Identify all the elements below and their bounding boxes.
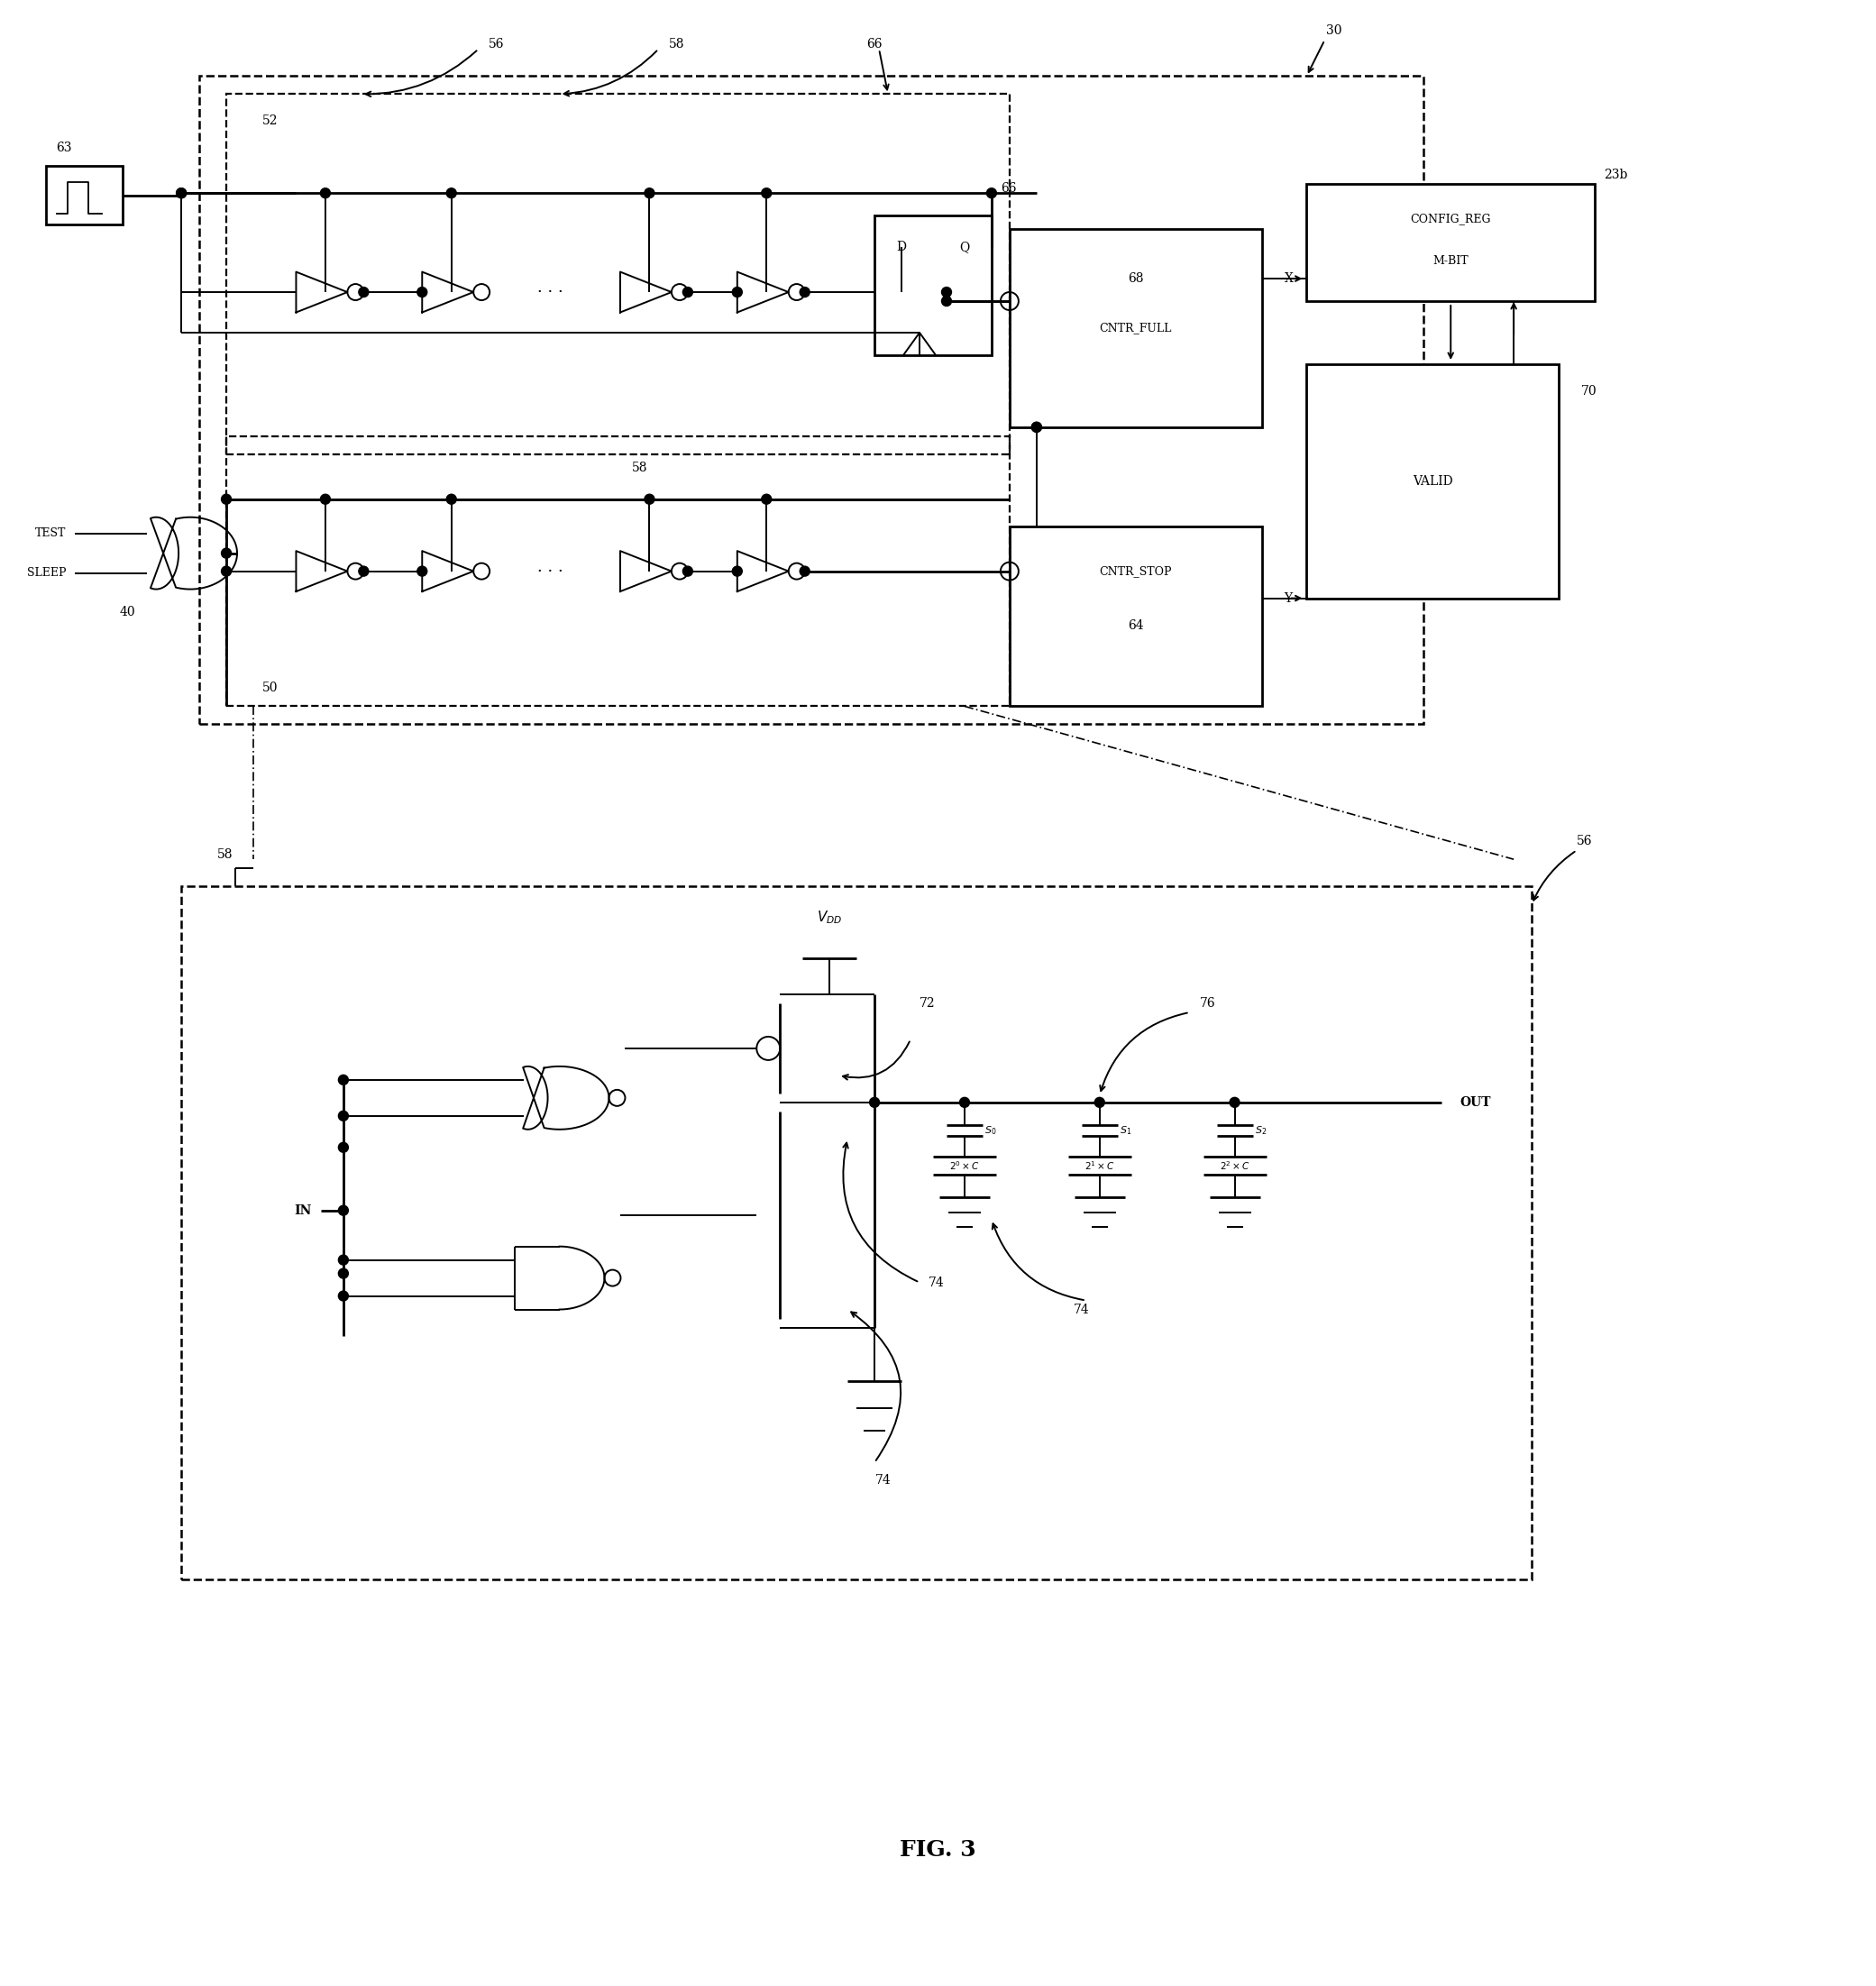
Text: 58: 58 bbox=[668, 38, 685, 52]
Circle shape bbox=[176, 189, 186, 199]
Text: CNTR_FULL: CNTR_FULL bbox=[1099, 322, 1172, 334]
Text: 40: 40 bbox=[120, 606, 135, 618]
Circle shape bbox=[321, 495, 330, 504]
Text: X: X bbox=[1285, 272, 1293, 284]
Circle shape bbox=[645, 495, 655, 504]
Circle shape bbox=[221, 495, 231, 504]
Text: 66: 66 bbox=[1000, 183, 1017, 195]
Circle shape bbox=[338, 1269, 349, 1279]
Text: 30: 30 bbox=[1326, 24, 1341, 38]
Bar bbox=[227, 437, 1009, 707]
Circle shape bbox=[987, 189, 996, 199]
Text: 58: 58 bbox=[632, 461, 647, 475]
Text: 63: 63 bbox=[56, 141, 71, 155]
Circle shape bbox=[446, 495, 456, 504]
Text: 74: 74 bbox=[876, 1474, 891, 1488]
Circle shape bbox=[645, 189, 655, 199]
Text: $S_2$: $S_2$ bbox=[1255, 1124, 1266, 1136]
Circle shape bbox=[870, 1098, 880, 1108]
Circle shape bbox=[732, 288, 743, 298]
Circle shape bbox=[1229, 1098, 1240, 1108]
Circle shape bbox=[683, 566, 692, 576]
Text: VALID: VALID bbox=[1413, 475, 1452, 487]
Circle shape bbox=[321, 189, 330, 199]
Circle shape bbox=[1096, 1098, 1105, 1108]
Bar bbox=[182, 886, 1531, 1579]
Text: IN: IN bbox=[295, 1204, 311, 1217]
Text: Y: Y bbox=[1285, 592, 1293, 604]
Bar bbox=[227, 93, 1009, 455]
Bar bbox=[199, 75, 1424, 725]
Text: · · ·: · · · bbox=[537, 564, 563, 580]
Text: 74: 74 bbox=[1073, 1303, 1090, 1317]
Text: $2^0\times C$: $2^0\times C$ bbox=[949, 1160, 979, 1172]
Text: FIG. 3: FIG. 3 bbox=[899, 1839, 976, 1861]
Text: 70: 70 bbox=[1581, 385, 1596, 397]
Text: 56: 56 bbox=[488, 38, 505, 52]
Bar bbox=[1009, 526, 1263, 707]
Bar bbox=[1308, 185, 1595, 302]
Text: 66: 66 bbox=[867, 38, 882, 52]
Circle shape bbox=[338, 1142, 349, 1152]
Bar bbox=[1308, 363, 1559, 598]
Text: 74: 74 bbox=[929, 1277, 944, 1289]
Text: 76: 76 bbox=[1199, 997, 1216, 1009]
Circle shape bbox=[1032, 423, 1041, 433]
Text: 72: 72 bbox=[919, 997, 936, 1009]
Circle shape bbox=[683, 288, 692, 298]
Text: $2^1\times C$: $2^1\times C$ bbox=[1084, 1160, 1114, 1172]
Circle shape bbox=[416, 288, 428, 298]
Text: $S_0$: $S_0$ bbox=[985, 1124, 996, 1136]
Circle shape bbox=[338, 1110, 349, 1120]
Circle shape bbox=[221, 548, 231, 558]
Bar bbox=[874, 216, 992, 355]
Text: CNTR_STOP: CNTR_STOP bbox=[1099, 566, 1172, 578]
Circle shape bbox=[799, 288, 810, 298]
Circle shape bbox=[176, 189, 186, 199]
Text: OUT: OUT bbox=[1460, 1096, 1491, 1108]
Circle shape bbox=[1032, 423, 1041, 433]
Text: M-BIT: M-BIT bbox=[1433, 254, 1469, 266]
Circle shape bbox=[762, 495, 771, 504]
Circle shape bbox=[446, 189, 456, 199]
Circle shape bbox=[338, 1206, 349, 1215]
Circle shape bbox=[221, 566, 231, 576]
Circle shape bbox=[338, 1255, 349, 1265]
Text: $S_1$: $S_1$ bbox=[1120, 1124, 1131, 1136]
Text: Q: Q bbox=[959, 240, 970, 254]
Circle shape bbox=[961, 1098, 970, 1108]
Text: CONFIG_REG: CONFIG_REG bbox=[1411, 213, 1491, 224]
Circle shape bbox=[416, 566, 428, 576]
Text: 52: 52 bbox=[263, 115, 278, 127]
Text: TEST: TEST bbox=[36, 528, 66, 540]
Bar bbox=[47, 167, 122, 224]
Text: 50: 50 bbox=[263, 681, 278, 695]
Text: $2^2\times C$: $2^2\times C$ bbox=[1219, 1160, 1249, 1172]
Circle shape bbox=[358, 288, 368, 298]
Circle shape bbox=[732, 566, 743, 576]
Circle shape bbox=[942, 296, 951, 306]
Text: 58: 58 bbox=[218, 848, 233, 862]
Text: · · ·: · · · bbox=[537, 284, 563, 300]
Circle shape bbox=[338, 1291, 349, 1301]
Circle shape bbox=[799, 566, 810, 576]
Circle shape bbox=[762, 189, 771, 199]
Bar bbox=[1009, 228, 1263, 427]
Text: 56: 56 bbox=[1576, 834, 1593, 848]
Text: D: D bbox=[897, 240, 906, 254]
Text: 23b: 23b bbox=[1604, 169, 1628, 181]
Text: 64: 64 bbox=[1127, 620, 1144, 632]
Circle shape bbox=[942, 288, 951, 298]
Text: SLEEP: SLEEP bbox=[26, 568, 66, 578]
Text: $V_{DD}$: $V_{DD}$ bbox=[816, 910, 842, 925]
Text: 68: 68 bbox=[1127, 272, 1144, 284]
Circle shape bbox=[358, 566, 368, 576]
Circle shape bbox=[338, 1074, 349, 1084]
